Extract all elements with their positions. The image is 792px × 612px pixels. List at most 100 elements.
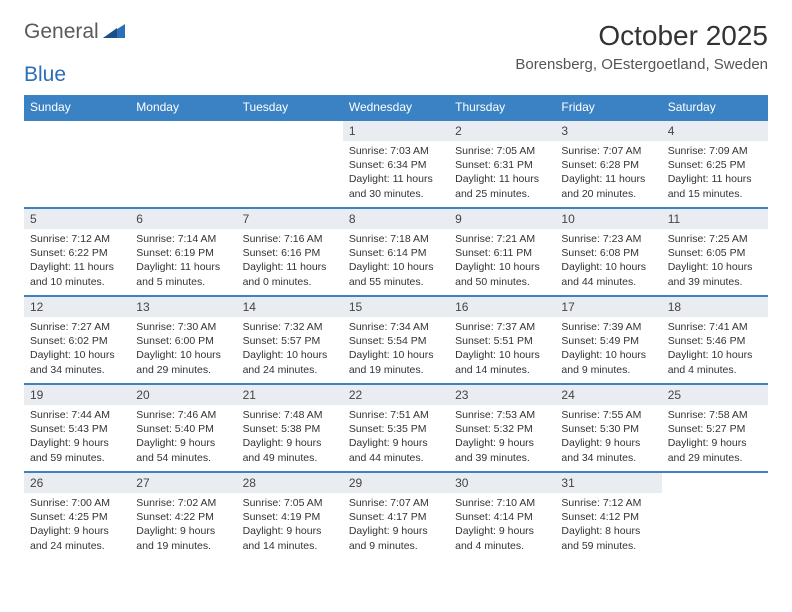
daylight-text: Daylight: 9 hours and 59 minutes. — [30, 436, 124, 464]
sunset-text: Sunset: 6:08 PM — [561, 246, 655, 260]
day-details: Sunrise: 7:05 AMSunset: 4:19 PMDaylight:… — [237, 493, 343, 559]
day-number: 12 — [24, 297, 130, 317]
sunrise-text: Sunrise: 7:51 AM — [349, 408, 443, 422]
sunset-text: Sunset: 5:54 PM — [349, 334, 443, 348]
week-row: 26Sunrise: 7:00 AMSunset: 4:25 PMDayligh… — [24, 472, 768, 560]
day-cell: 21Sunrise: 7:48 AMSunset: 5:38 PMDayligh… — [237, 384, 343, 472]
day-cell: 12Sunrise: 7:27 AMSunset: 6:02 PMDayligh… — [24, 296, 130, 384]
daylight-text: Daylight: 9 hours and 39 minutes. — [455, 436, 549, 464]
day-cell: 16Sunrise: 7:37 AMSunset: 5:51 PMDayligh… — [449, 296, 555, 384]
day-number: 1 — [343, 121, 449, 141]
sunrise-text: Sunrise: 7:12 AM — [30, 232, 124, 246]
sunset-text: Sunset: 5:32 PM — [455, 422, 549, 436]
col-tuesday: Tuesday — [237, 95, 343, 120]
day-cell: 24Sunrise: 7:55 AMSunset: 5:30 PMDayligh… — [555, 384, 661, 472]
day-number: 21 — [237, 385, 343, 405]
daylight-text: Daylight: 9 hours and 9 minutes. — [349, 524, 443, 552]
sunset-text: Sunset: 5:51 PM — [455, 334, 549, 348]
day-details: Sunrise: 7:03 AMSunset: 6:34 PMDaylight:… — [343, 141, 449, 207]
day-number: 3 — [555, 121, 661, 141]
daylight-text: Daylight: 11 hours and 10 minutes. — [30, 260, 124, 288]
sunrise-text: Sunrise: 7:10 AM — [455, 496, 549, 510]
day-number: 4 — [662, 121, 768, 141]
day-number: 23 — [449, 385, 555, 405]
day-details: Sunrise: 7:09 AMSunset: 6:25 PMDaylight:… — [662, 141, 768, 207]
sunset-text: Sunset: 5:30 PM — [561, 422, 655, 436]
day-number: 2 — [449, 121, 555, 141]
sunset-text: Sunset: 4:14 PM — [455, 510, 549, 524]
day-details: Sunrise: 7:23 AMSunset: 6:08 PMDaylight:… — [555, 229, 661, 295]
day-header-row: Sunday Monday Tuesday Wednesday Thursday… — [24, 95, 768, 120]
sunset-text: Sunset: 5:46 PM — [668, 334, 762, 348]
day-cell: 10Sunrise: 7:23 AMSunset: 6:08 PMDayligh… — [555, 208, 661, 296]
day-number: 24 — [555, 385, 661, 405]
sunrise-text: Sunrise: 7:21 AM — [455, 232, 549, 246]
daylight-text: Daylight: 10 hours and 29 minutes. — [136, 348, 230, 376]
sunrise-text: Sunrise: 7:53 AM — [455, 408, 549, 422]
sunset-text: Sunset: 5:27 PM — [668, 422, 762, 436]
day-details: Sunrise: 7:55 AMSunset: 5:30 PMDaylight:… — [555, 405, 661, 471]
calendar-table: Sunday Monday Tuesday Wednesday Thursday… — [24, 95, 768, 560]
day-number: 26 — [24, 473, 130, 493]
sunrise-text: Sunrise: 7:34 AM — [349, 320, 443, 334]
day-cell: 29Sunrise: 7:07 AMSunset: 4:17 PMDayligh… — [343, 472, 449, 560]
day-details: Sunrise: 7:44 AMSunset: 5:43 PMDaylight:… — [24, 405, 130, 471]
sunrise-text: Sunrise: 7:03 AM — [349, 144, 443, 158]
day-number: 8 — [343, 209, 449, 229]
day-number: 19 — [24, 385, 130, 405]
sunset-text: Sunset: 6:28 PM — [561, 158, 655, 172]
day-cell: 14Sunrise: 7:32 AMSunset: 5:57 PMDayligh… — [237, 296, 343, 384]
sunset-text: Sunset: 6:00 PM — [136, 334, 230, 348]
sunset-text: Sunset: 5:49 PM — [561, 334, 655, 348]
daylight-text: Daylight: 11 hours and 15 minutes. — [668, 172, 762, 200]
daylight-text: Daylight: 11 hours and 20 minutes. — [561, 172, 655, 200]
calendar-page: General October 2025 Borensberg, OEsterg… — [0, 0, 792, 580]
sunset-text: Sunset: 4:22 PM — [136, 510, 230, 524]
sunrise-text: Sunrise: 7:32 AM — [243, 320, 337, 334]
sunrise-text: Sunrise: 7:46 AM — [136, 408, 230, 422]
day-number: 11 — [662, 209, 768, 229]
day-details: Sunrise: 7:46 AMSunset: 5:40 PMDaylight:… — [130, 405, 236, 471]
sunrise-text: Sunrise: 7:44 AM — [30, 408, 124, 422]
day-details: Sunrise: 7:07 AMSunset: 4:17 PMDaylight:… — [343, 493, 449, 559]
day-cell: 4Sunrise: 7:09 AMSunset: 6:25 PMDaylight… — [662, 120, 768, 208]
sunset-text: Sunset: 5:40 PM — [136, 422, 230, 436]
day-number: 30 — [449, 473, 555, 493]
day-cell: 26Sunrise: 7:00 AMSunset: 4:25 PMDayligh… — [24, 472, 130, 560]
daylight-text: Daylight: 9 hours and 14 minutes. — [243, 524, 337, 552]
day-number: 16 — [449, 297, 555, 317]
daylight-text: Daylight: 9 hours and 49 minutes. — [243, 436, 337, 464]
col-thursday: Thursday — [449, 95, 555, 120]
daylight-text: Daylight: 10 hours and 50 minutes. — [455, 260, 549, 288]
day-details: Sunrise: 7:41 AMSunset: 5:46 PMDaylight:… — [662, 317, 768, 383]
day-cell: 27Sunrise: 7:02 AMSunset: 4:22 PMDayligh… — [130, 472, 236, 560]
day-details: Sunrise: 7:48 AMSunset: 5:38 PMDaylight:… — [237, 405, 343, 471]
day-details: Sunrise: 7:32 AMSunset: 5:57 PMDaylight:… — [237, 317, 343, 383]
daylight-text: Daylight: 10 hours and 44 minutes. — [561, 260, 655, 288]
day-cell: 25Sunrise: 7:58 AMSunset: 5:27 PMDayligh… — [662, 384, 768, 472]
day-details: Sunrise: 7:30 AMSunset: 6:00 PMDaylight:… — [130, 317, 236, 383]
day-cell: 28Sunrise: 7:05 AMSunset: 4:19 PMDayligh… — [237, 472, 343, 560]
col-friday: Friday — [555, 95, 661, 120]
sunset-text: Sunset: 6:22 PM — [30, 246, 124, 260]
day-cell: 18Sunrise: 7:41 AMSunset: 5:46 PMDayligh… — [662, 296, 768, 384]
day-details: Sunrise: 7:18 AMSunset: 6:14 PMDaylight:… — [343, 229, 449, 295]
sunrise-text: Sunrise: 7:55 AM — [561, 408, 655, 422]
sunset-text: Sunset: 6:11 PM — [455, 246, 549, 260]
sunrise-text: Sunrise: 7:37 AM — [455, 320, 549, 334]
day-details: Sunrise: 7:25 AMSunset: 6:05 PMDaylight:… — [662, 229, 768, 295]
location: Borensberg, OEstergoetland, Sweden — [515, 56, 768, 73]
day-number: 31 — [555, 473, 661, 493]
daylight-text: Daylight: 11 hours and 0 minutes. — [243, 260, 337, 288]
sunrise-text: Sunrise: 7:16 AM — [243, 232, 337, 246]
sunrise-text: Sunrise: 7:02 AM — [136, 496, 230, 510]
day-details: Sunrise: 7:27 AMSunset: 6:02 PMDaylight:… — [24, 317, 130, 383]
daylight-text: Daylight: 9 hours and 29 minutes. — [668, 436, 762, 464]
day-details: Sunrise: 7:37 AMSunset: 5:51 PMDaylight:… — [449, 317, 555, 383]
day-number: 5 — [24, 209, 130, 229]
daylight-text: Daylight: 10 hours and 9 minutes. — [561, 348, 655, 376]
day-number: 20 — [130, 385, 236, 405]
daylight-text: Daylight: 10 hours and 19 minutes. — [349, 348, 443, 376]
day-details: Sunrise: 7:00 AMSunset: 4:25 PMDaylight:… — [24, 493, 130, 559]
sunrise-text: Sunrise: 7:23 AM — [561, 232, 655, 246]
